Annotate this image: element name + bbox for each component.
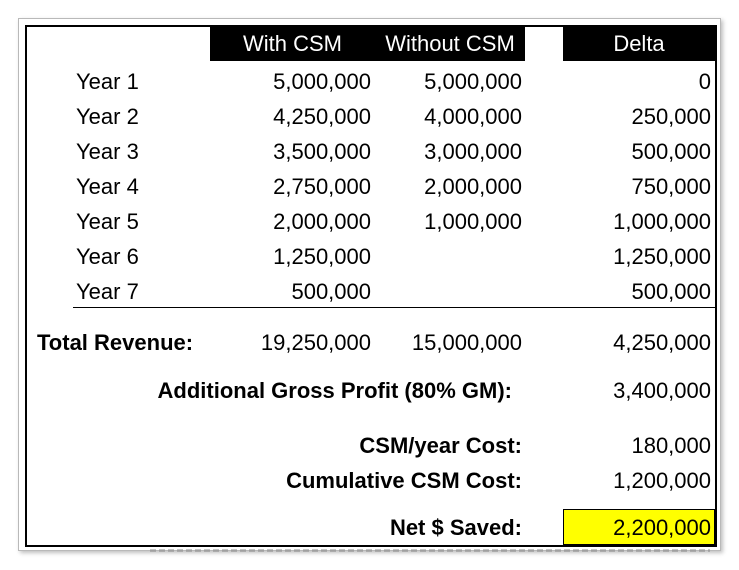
year-label: Year 5 <box>76 209 139 234</box>
csm-year-cost-value: 180,000 <box>631 433 711 458</box>
without-csm-value: 4,000,000 <box>424 104 522 129</box>
gross-profit-label: Additional Gross Profit (80% GM): <box>157 378 512 403</box>
with-csm-value: 2,750,000 <box>273 174 371 199</box>
delta-value: 500,000 <box>631 139 711 164</box>
csm-year-cost-label: CSM/year Cost: <box>359 433 522 458</box>
cumulative-csm-cost-value: 1,200,000 <box>613 468 711 493</box>
total-separator-line <box>73 307 715 308</box>
year-label: Year 4 <box>76 174 139 199</box>
year-label: Year 3 <box>76 139 139 164</box>
net-saved-label: Net $ Saved: <box>389 515 522 540</box>
with-csm-value: 500,000 <box>291 279 371 304</box>
with-csm-value: 4,250,000 <box>273 104 371 129</box>
total-delta: 4,250,000 <box>613 330 711 355</box>
header-with-csm: With CSM <box>210 27 375 61</box>
year-label: Year 7 <box>76 279 139 304</box>
cumulative-csm-cost-label: Cumulative CSM Cost: <box>286 468 522 493</box>
delta-value: 0 <box>698 69 711 94</box>
delta-value: 1,000,000 <box>613 209 711 234</box>
year-label: Year 1 <box>76 69 139 94</box>
with-csm-value: 1,250,000 <box>273 244 371 269</box>
without-csm-value: 1,000,000 <box>424 209 522 234</box>
without-csm-value: 3,000,000 <box>424 139 522 164</box>
total-revenue-label: Total Revenue: <box>37 330 194 355</box>
net-saved-highlight <box>563 509 715 545</box>
delta-value: 500,000 <box>631 279 711 304</box>
with-csm-value: 2,000,000 <box>273 209 371 234</box>
total-with-csm: 19,250,000 <box>260 330 371 355</box>
csm-revenue-table: With CSM Without CSM Delta Year 1 5,000,… <box>25 25 717 547</box>
header-delta: Delta <box>563 27 715 61</box>
year-label: Year 2 <box>76 104 139 129</box>
delta-value: 250,000 <box>631 104 711 129</box>
net-saved-value: 2,200,000 <box>613 515 711 540</box>
without-csm-value: 5,000,000 <box>424 69 522 94</box>
underlying-row-fragment <box>150 548 710 554</box>
without-csm-value: 2,000,000 <box>424 174 522 199</box>
delta-value: 1,250,000 <box>613 244 711 269</box>
with-csm-value: 3,500,000 <box>273 139 371 164</box>
header-without-csm: Without CSM <box>375 27 525 61</box>
delta-value: 750,000 <box>631 174 711 199</box>
with-csm-value: 5,000,000 <box>273 69 371 94</box>
gross-profit-value: 3,400,000 <box>613 378 711 403</box>
total-without-csm: 15,000,000 <box>411 330 522 355</box>
year-label: Year 6 <box>76 244 139 269</box>
